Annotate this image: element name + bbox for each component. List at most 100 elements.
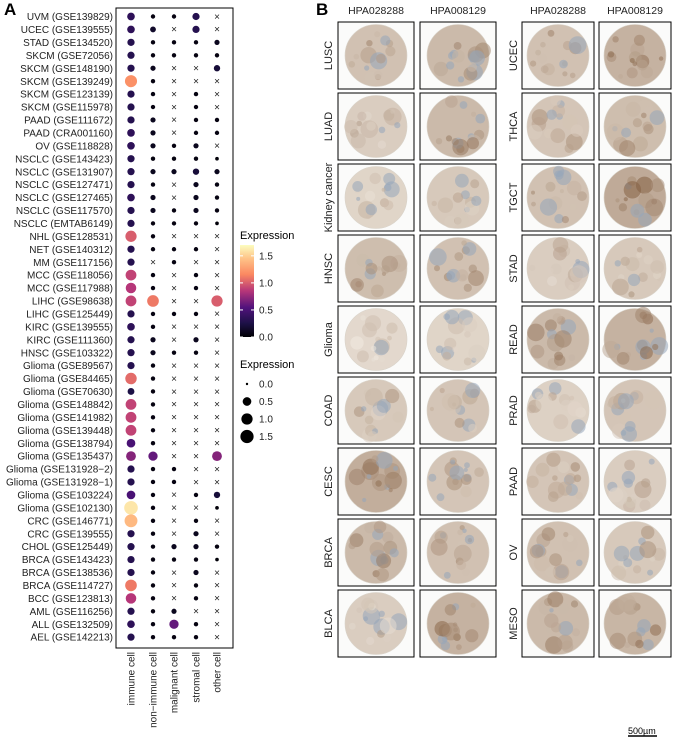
dot (150, 363, 156, 368)
missing-marker: × (193, 503, 199, 514)
tissue-stain (442, 351, 452, 361)
tissue-stain (444, 309, 460, 325)
tissue-stain (383, 200, 394, 211)
missing-marker: × (171, 64, 177, 75)
dot (150, 518, 156, 523)
dot (126, 451, 136, 462)
cancer-type-label: PAAD (508, 467, 520, 496)
dot (171, 143, 177, 148)
y-tick-label: BCC (GSE123813) (28, 594, 113, 605)
tissue-stain (609, 632, 626, 650)
tissue-stain (366, 121, 376, 131)
dot (171, 14, 177, 19)
missing-marker: × (214, 102, 220, 113)
y-tick-label: NSCLC (GSE143423) (15, 154, 113, 165)
tissue-stain (454, 213, 469, 228)
tissue-stain (568, 36, 587, 54)
tissue-stain (529, 264, 536, 271)
tissue-stain (624, 421, 636, 432)
dot (127, 349, 135, 357)
dot (127, 219, 135, 228)
missing-marker: × (193, 477, 199, 488)
missing-marker: × (171, 128, 177, 139)
tissue-stain (563, 531, 569, 538)
tissue-stain (639, 499, 651, 511)
y-tick-label: CRC (GSE139555) (27, 529, 113, 540)
tissue-stain (633, 565, 642, 574)
size-legend-items: 0.0 0.5 1.0 1.5 (240, 380, 273, 444)
dot (150, 324, 156, 330)
cancer-type-label: Glioma (323, 321, 335, 357)
tissue-stain (554, 330, 572, 348)
tissue-stain (460, 486, 472, 498)
dot (150, 415, 156, 420)
tissue-stain (639, 541, 657, 559)
dot (125, 372, 137, 385)
dot (150, 350, 156, 356)
tissue-stain (379, 617, 397, 635)
size-legend-dot (240, 429, 254, 444)
dot (150, 583, 156, 588)
dot (127, 116, 135, 124)
missing-marker: × (171, 232, 177, 243)
y-tick-label: NET (GSE140312) (29, 245, 113, 256)
tissue-stain (466, 137, 479, 150)
tissue-stain (535, 49, 541, 56)
tissue-stain (375, 452, 393, 469)
tissue-stain (568, 354, 576, 362)
missing-marker: × (171, 400, 177, 411)
tissue-stain (557, 461, 570, 474)
tissue-stain (450, 459, 456, 465)
tissue-stain (576, 559, 583, 567)
dot (125, 424, 137, 436)
tissue-stain (561, 216, 570, 224)
dot (193, 557, 199, 562)
tissue-stain (371, 284, 384, 298)
dot (193, 350, 199, 355)
dot (150, 285, 156, 291)
y-tick-label: NSCLC (GSE127471) (15, 180, 113, 191)
y-tick-label: NSCLC (GSE127465) (15, 193, 113, 204)
tissue-stain (612, 36, 619, 43)
dot (211, 295, 223, 307)
dot (148, 451, 158, 461)
tissue-stain (558, 621, 574, 636)
dot (125, 230, 137, 242)
dot (214, 130, 220, 136)
tissue-stain (625, 101, 641, 117)
dot (193, 596, 199, 601)
dot (150, 182, 156, 187)
tissue-stain (547, 267, 554, 274)
y-tick-label: BRCA (GSE114727) (23, 581, 113, 592)
tissue-stain (609, 488, 628, 506)
tissue-stain (526, 475, 539, 488)
cancer-type-label: HNSC (323, 253, 335, 284)
size-legend-label: 1.5 (259, 432, 273, 443)
tissue-stain (364, 522, 376, 534)
tissue-stain (375, 568, 389, 582)
dot (150, 156, 156, 161)
dot (150, 544, 156, 549)
tissue-stain (530, 60, 537, 67)
missing-marker: × (214, 413, 220, 424)
tissue-stain (630, 493, 637, 500)
tissue-stain (547, 591, 564, 608)
y-tick-label: Glioma (GSE89567) (23, 361, 113, 372)
dot (127, 543, 135, 551)
dot (127, 38, 135, 46)
size-legend-label: 0.5 (259, 397, 273, 408)
dot (150, 130, 156, 136)
missing-marker: × (214, 477, 220, 488)
dot (127, 478, 135, 486)
missing-marker: × (214, 348, 220, 359)
dot (193, 40, 199, 45)
tissue-stain (545, 627, 552, 633)
tissue-stain (471, 111, 477, 117)
tissue-stain (371, 455, 379, 463)
cancer-type-label: THCA (508, 111, 520, 142)
missing-marker: × (171, 516, 177, 527)
tissue-stain (546, 452, 561, 467)
tissue-stain (470, 602, 476, 608)
dot (193, 130, 199, 136)
dot (127, 555, 135, 564)
